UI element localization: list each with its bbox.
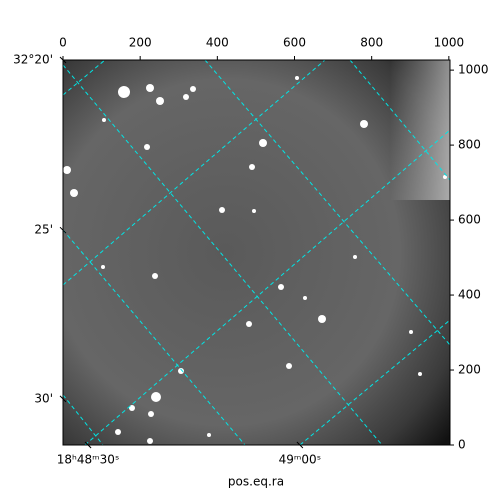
x-tick-label: 400: [206, 36, 229, 50]
x-tick-label: 1000: [434, 36, 465, 50]
ra-tick: [296, 441, 304, 449]
ra-tick: [84, 441, 92, 449]
plot-frame: [62, 59, 451, 446]
y-tick-label: 800: [458, 138, 481, 152]
x-axis-label: pos.eq.ra: [228, 475, 284, 489]
y-tick-label: 1000: [458, 63, 489, 77]
sky-image: [63, 60, 450, 445]
x-tick-label: 0: [59, 36, 67, 50]
x-tick-label: 800: [360, 36, 383, 50]
dec-tick: [59, 395, 67, 403]
dec-tick-label: 25': [34, 223, 53, 237]
x-tick-label: 200: [129, 36, 152, 50]
ra-tick-label: 49ᵐ00ˢ: [279, 453, 322, 467]
x-tick-label: 600: [283, 36, 306, 50]
y-tick-label: 400: [458, 288, 481, 302]
y-tick-label: 600: [458, 213, 481, 227]
dec-tick-label: 32°20': [13, 53, 53, 67]
ra-tick-label: 18ʰ48ᵐ30ˢ: [57, 453, 120, 467]
y-tick-label: 200: [458, 363, 481, 377]
dec-tick: [59, 56, 67, 64]
y-tick-label: 0: [458, 438, 466, 452]
dec-tick-label: 30': [34, 391, 53, 405]
dec-tick: [59, 226, 67, 234]
